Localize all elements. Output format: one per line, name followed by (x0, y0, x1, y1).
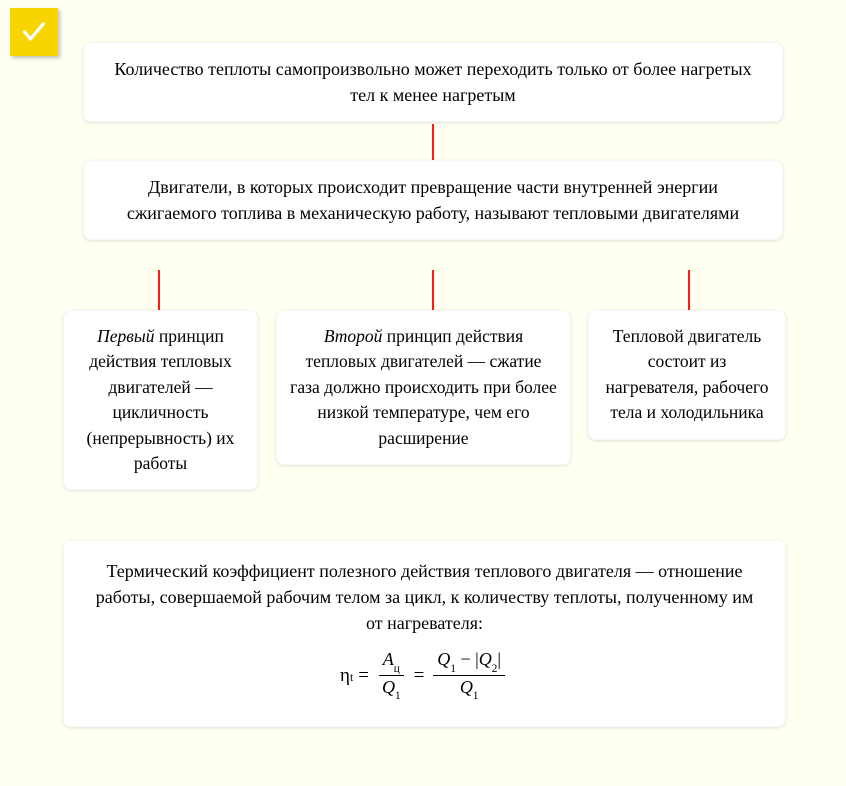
subscript-1c: 1 (473, 690, 479, 702)
subscript-2: 2 (492, 663, 498, 675)
symbol-Q1c: Q (460, 677, 473, 697)
frac2-numerator: Q1 − |Q2| (433, 650, 505, 676)
principle-1-lead: Первый (97, 326, 154, 346)
formula-eta: ηt = Aц Q1 = Q1 − |Q2| Q1 (91, 650, 758, 701)
subscript-1b: 1 (450, 663, 456, 675)
connector-mid-p3 (688, 270, 690, 310)
principle-1-rest: принцип действия тепловых двигателей — ц… (87, 326, 235, 473)
connector-mid-p1 (158, 270, 160, 310)
abs-close: | (497, 649, 501, 669)
fraction-1: Aц Q1 (378, 650, 405, 701)
subscript-1a: 1 (395, 690, 401, 702)
box-principle-1: Первый принцип действия тепловых двигате… (63, 310, 258, 490)
connector-top-mid (432, 124, 434, 160)
text-heat-transfer: Количество теплоты самопроизвольно может… (114, 59, 751, 105)
text-engine-components: Тепловой двигатель состоит из нагревател… (606, 326, 769, 422)
frac2-denominator: Q1 (456, 676, 483, 701)
text-efficiency-definition: Термический коэффициент полезного действ… (91, 558, 758, 636)
subscript-ц: ц (394, 663, 400, 675)
symbol-eta: η (340, 662, 350, 690)
box-principle-2: Второй принцип действия тепловых двигате… (276, 310, 571, 465)
box-engine-components: Тепловой двигатель состоит из нагревател… (588, 310, 786, 440)
checkmark-badge (10, 8, 58, 56)
box-heat-transfer-law: Количество теплоты самопроизвольно может… (83, 42, 783, 122)
text-heat-engine-def: Двигатели, в которых происходит превраще… (127, 177, 739, 223)
symbol-Q1a: Q (382, 677, 395, 697)
subscript-t: t (350, 669, 353, 686)
fraction-2: Q1 − |Q2| Q1 (433, 650, 505, 701)
equals-2: = (414, 662, 425, 690)
check-icon (20, 18, 48, 46)
equals-1: = (358, 662, 369, 690)
connector-mid-p2 (432, 270, 434, 310)
symbol-A: A (383, 649, 394, 669)
symbol-Q2: Q (479, 649, 492, 669)
frac1-denominator: Q1 (378, 676, 405, 701)
principle-2-lead: Второй (324, 326, 383, 346)
box-efficiency-formula: Термический коэффициент полезного действ… (63, 540, 786, 727)
box-heat-engine-definition: Двигатели, в которых происходит превраще… (83, 160, 783, 240)
symbol-Q1b: Q (437, 649, 450, 669)
frac1-numerator: Aц (379, 650, 404, 676)
minus-sign: − (460, 649, 470, 669)
diagram-container: Количество теплоты самопроизвольно может… (28, 20, 818, 758)
